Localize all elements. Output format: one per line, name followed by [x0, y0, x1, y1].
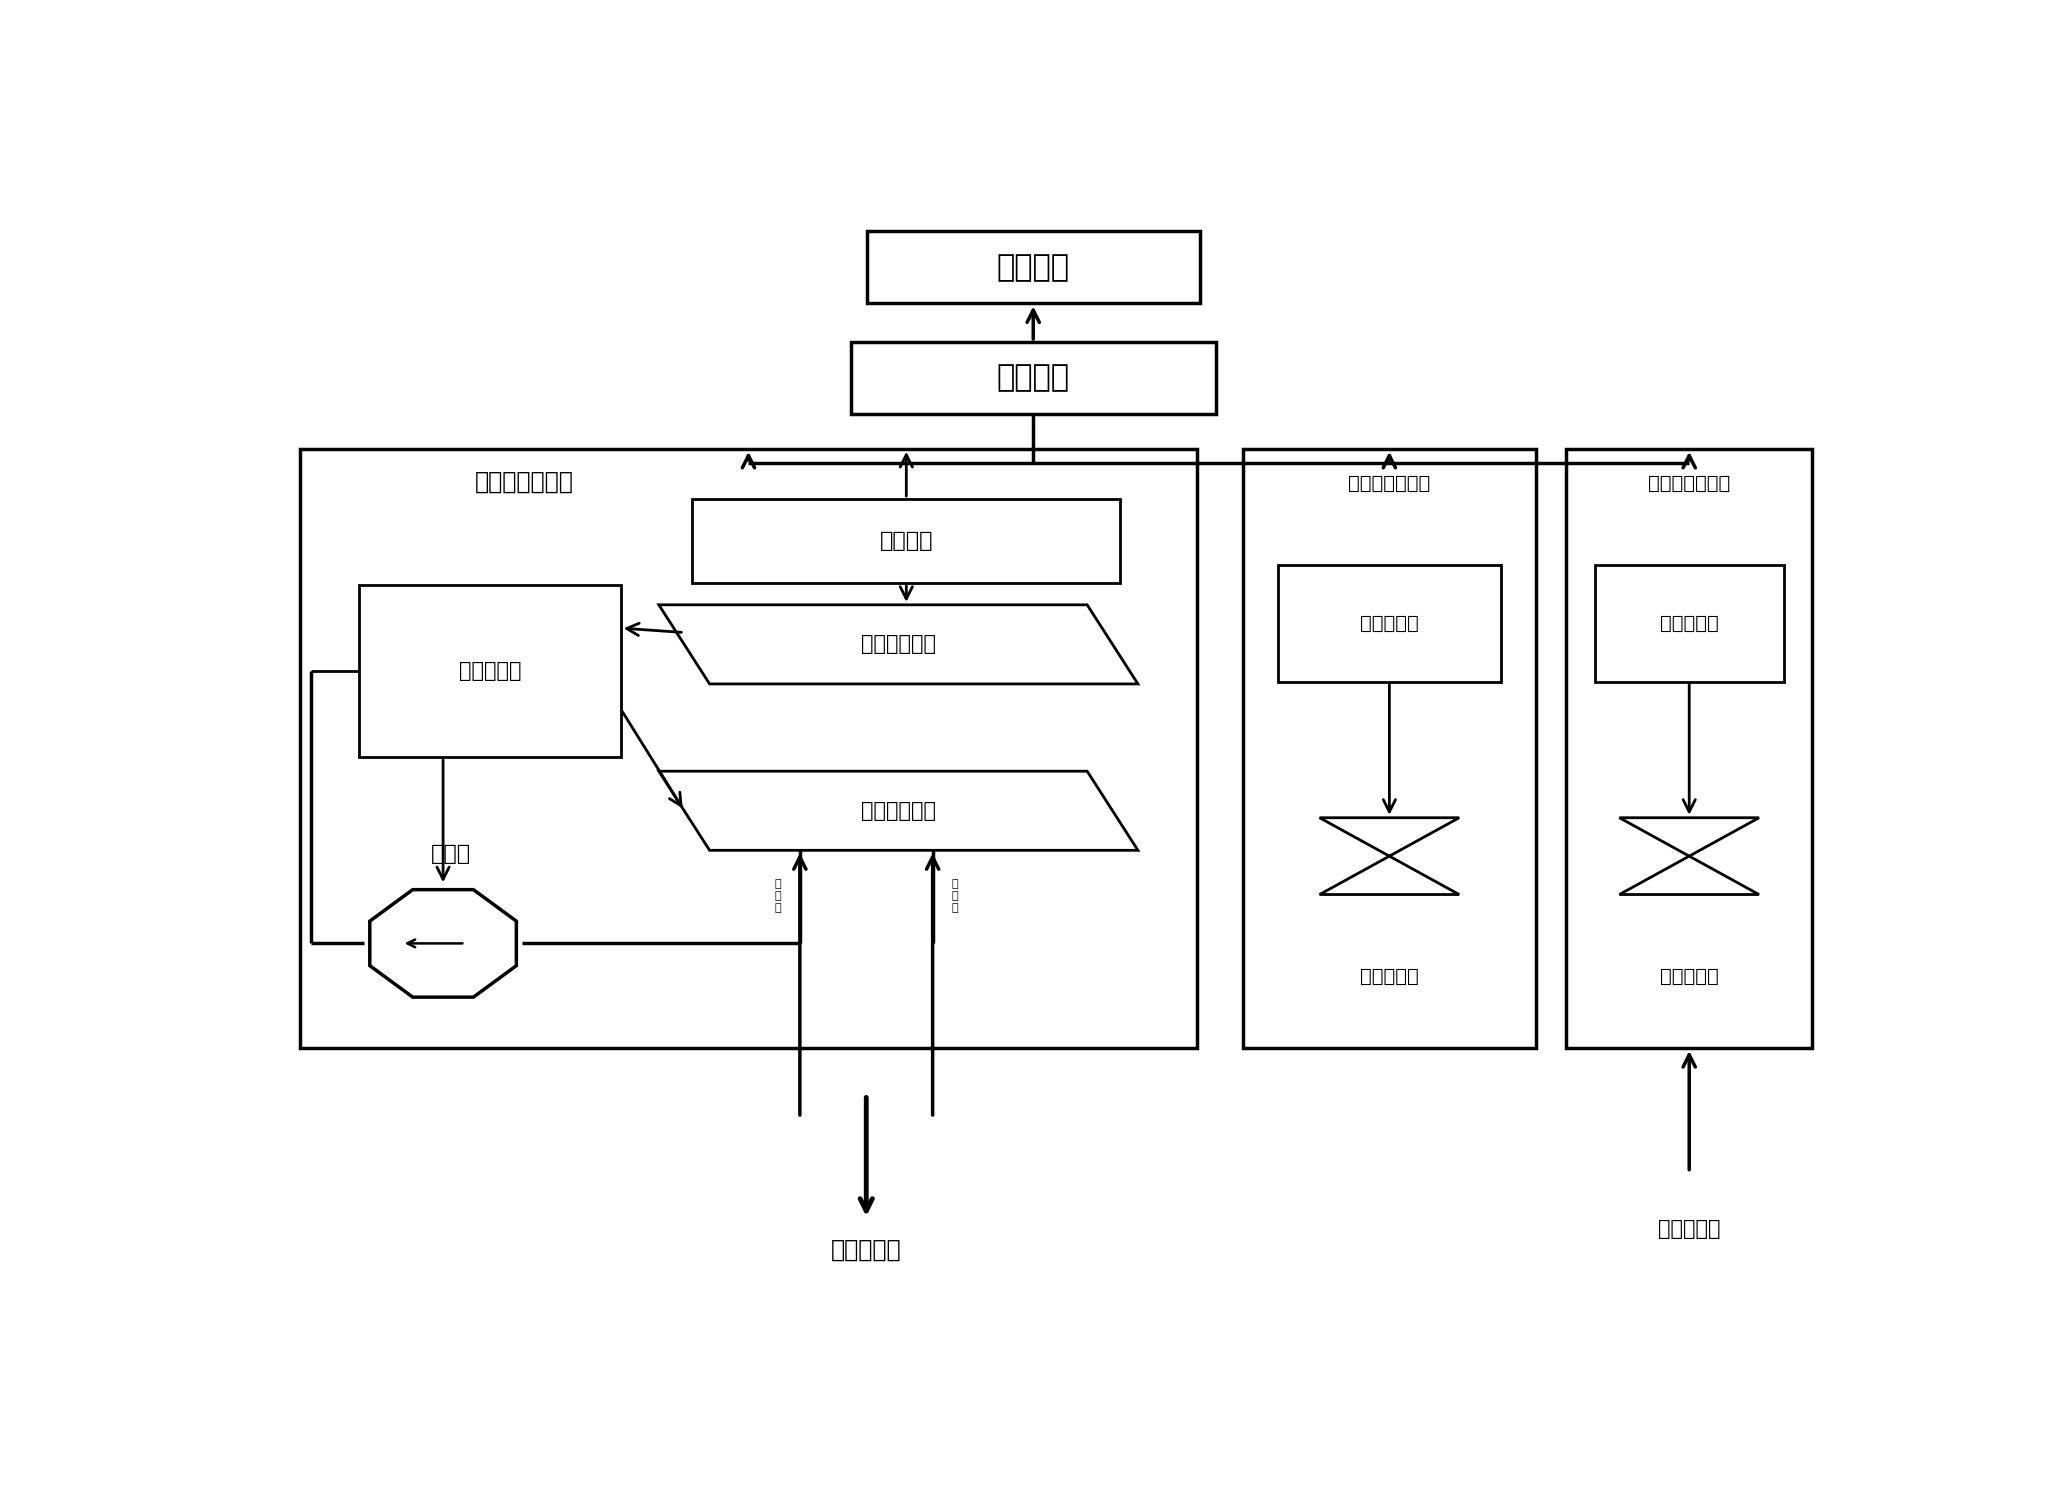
Bar [301, 449, 1197, 1049]
Bar [1595, 565, 1783, 681]
Polygon shape [659, 604, 1138, 684]
Bar [1566, 449, 1812, 1049]
Bar [1243, 449, 1535, 1049]
Text: 温度传感器: 温度传感器 [1359, 967, 1419, 985]
Polygon shape [1619, 817, 1758, 857]
Polygon shape [1320, 857, 1460, 895]
Text: 汽车变速笩: 汽车变速笩 [1658, 1219, 1719, 1239]
Text: 汽车发动机: 汽车发动机 [831, 1238, 901, 1262]
Polygon shape [371, 890, 516, 997]
Text: 定量泵: 定量泵 [432, 845, 471, 864]
Polygon shape [1320, 817, 1460, 857]
Text: 主控模块: 主控模块 [997, 364, 1071, 393]
Text: 上液位传感器: 上液位传感器 [862, 635, 935, 654]
Bar [358, 585, 620, 757]
Text: 旋转传感器: 旋转传感器 [1660, 967, 1719, 985]
Text: 里程检测子系统: 里程检测子系统 [1648, 474, 1730, 493]
Bar [692, 499, 1120, 583]
Polygon shape [1619, 857, 1758, 895]
Text: 子控制模块: 子控制模块 [459, 662, 522, 681]
Bar [852, 341, 1216, 414]
Text: 温度检测子系统: 温度检测子系统 [1349, 474, 1431, 493]
Text: 口
出
去: 口 出 去 [952, 879, 958, 913]
Polygon shape [659, 771, 1138, 851]
Text: 子控制模块: 子控制模块 [1660, 613, 1719, 633]
Text: 辅助油笩: 辅助油笩 [880, 530, 933, 552]
Text: 口
进
回: 口 进 回 [774, 879, 782, 913]
Text: 下液位传感器: 下液位传感器 [862, 801, 935, 820]
Text: 显示模块: 显示模块 [997, 252, 1071, 283]
Bar [866, 231, 1200, 304]
Text: 子控制模块: 子控制模块 [1359, 613, 1419, 633]
Bar [1277, 565, 1500, 681]
Text: 油耗检测子系统: 油耗检测子系统 [475, 470, 573, 494]
